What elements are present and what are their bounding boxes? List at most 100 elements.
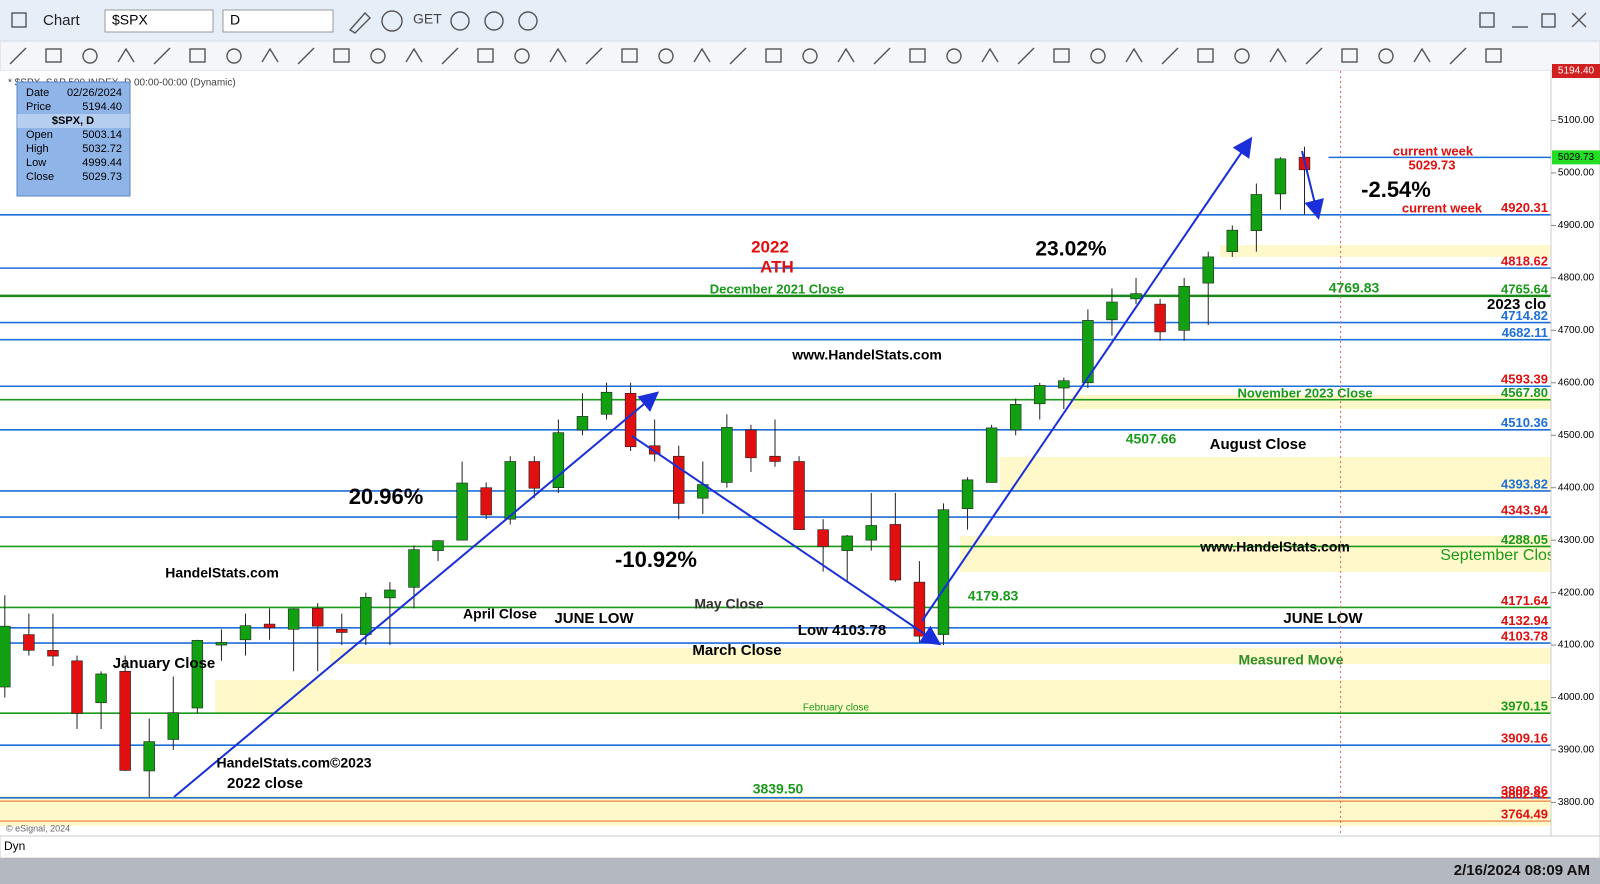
candle-body [119, 670, 131, 771]
info-value: 5032.72 [82, 143, 122, 155]
candle-body [1130, 293, 1142, 300]
level-label: 4132.94 [1501, 613, 1549, 628]
level-label: 3764.49 [1501, 806, 1548, 821]
restore-btn[interactable] [1541, 13, 1556, 28]
y-tick-label: 4300.00 [1558, 535, 1595, 546]
y-tick-label: 4800.00 [1558, 273, 1595, 284]
candle-body [95, 673, 107, 704]
annotation: 2023 clo [1487, 296, 1546, 313]
t-button[interactable] [484, 11, 504, 31]
annotation: 23.02% [1035, 238, 1107, 261]
annotation: ATH [760, 257, 794, 276]
info-value: 5029.73 [82, 171, 122, 183]
candle-body [600, 391, 613, 415]
info-label: Open [26, 129, 53, 141]
tool-icon [117, 47, 135, 63]
b-button[interactable] [450, 11, 470, 31]
get-button[interactable]: GET [413, 11, 442, 27]
candle-body [673, 455, 685, 504]
band [1070, 395, 1551, 409]
level-label: 3970.15 [1501, 699, 1548, 714]
y-tick-label: 4400.00 [1558, 482, 1595, 493]
annotation: current week [1402, 200, 1483, 215]
y-tick-label: 4600.00 [1558, 377, 1595, 388]
annotation: www.HandelStats.com [1199, 539, 1350, 555]
tool-icon [946, 48, 962, 64]
cursor-price-box [1552, 64, 1600, 78]
info-label: Close [26, 171, 54, 183]
candle-body [191, 640, 204, 709]
annotation: JUNE LOW [554, 610, 634, 627]
candle-body [1250, 194, 1263, 231]
candle-body [769, 455, 781, 462]
tool-icon [477, 48, 494, 63]
candle-body [336, 629, 348, 633]
band [1220, 245, 1551, 257]
window-btn[interactable] [1479, 12, 1495, 28]
info-label: Date [26, 87, 49, 99]
tool-icon [909, 48, 926, 63]
candle-body [384, 589, 396, 599]
level-label: 4288.05 [1501, 532, 1548, 547]
annotation: April Close [463, 606, 537, 622]
annotation: 4179.83 [968, 588, 1019, 604]
close-btn[interactable] [1571, 12, 1587, 28]
candle-body [889, 524, 902, 581]
candle-body [1009, 403, 1022, 431]
candle-body [23, 634, 35, 651]
band [215, 680, 1551, 713]
chart-icon [11, 12, 27, 28]
interval-input[interactable] [222, 9, 334, 33]
timestamp: 2/16/2024 08:09 AM [1454, 862, 1590, 879]
candle-body [1202, 256, 1214, 284]
candle-body [985, 427, 998, 483]
candle-body [47, 650, 59, 657]
drawing-toolbar [0, 40, 1600, 72]
tool-icon [261, 47, 279, 63]
candle-body [263, 623, 276, 629]
info-rows: Open 5003.14 High 5032.72 Low 4999.44 Close 502… [26, 129, 122, 183]
y-tick-label: 4900.00 [1558, 220, 1595, 231]
annotation: January Close [113, 655, 216, 672]
trend-arrows [173, 136, 1324, 798]
tool-icon [549, 47, 567, 63]
level-label: 4920.31 [1501, 200, 1548, 215]
level-label: 3808.86 [1501, 783, 1548, 798]
draw-icon[interactable] [348, 11, 371, 34]
a-button[interactable] [518, 11, 538, 31]
annotation: September Close [1440, 547, 1564, 564]
annotation: JUNE LOW [1283, 610, 1363, 627]
tool-icon [981, 47, 999, 63]
tool-icon [1234, 48, 1250, 64]
levels: 4920.31 4818.62 4765.64 4714.82 4682.11 4593.… [0, 200, 1551, 822]
y-tick-label: 4000.00 [1558, 692, 1595, 703]
candle-body [311, 608, 324, 627]
annotation: current week [1393, 143, 1474, 158]
tool-icon [1161, 47, 1179, 65]
annotation: -2.54% [1361, 177, 1431, 202]
indicator-icon[interactable] [381, 10, 403, 32]
annotation: 3839.50 [753, 781, 804, 797]
symbol-input[interactable] [104, 9, 214, 33]
tool-icon [765, 48, 782, 63]
tool-icon [585, 47, 603, 65]
annotation: Low 4103.78 [798, 622, 886, 639]
annotation: 5029.73 [1409, 157, 1456, 172]
candle-body [937, 509, 950, 635]
y-tick-label: 4100.00 [1558, 640, 1595, 651]
interval-text: D [230, 12, 240, 28]
annotation: 20.96% [349, 484, 424, 509]
info-label: Price [26, 101, 51, 113]
candle-body [408, 549, 420, 588]
candle-body [504, 461, 516, 520]
info-box [16, 81, 131, 197]
info-value: 5194.40 [82, 101, 122, 113]
candle-body [1154, 303, 1166, 333]
trend-arrow [631, 435, 942, 646]
tool-icon [1090, 48, 1106, 64]
candle-body [817, 529, 829, 547]
tool-icon [802, 48, 818, 64]
y-tick-label: 4500.00 [1558, 430, 1595, 441]
